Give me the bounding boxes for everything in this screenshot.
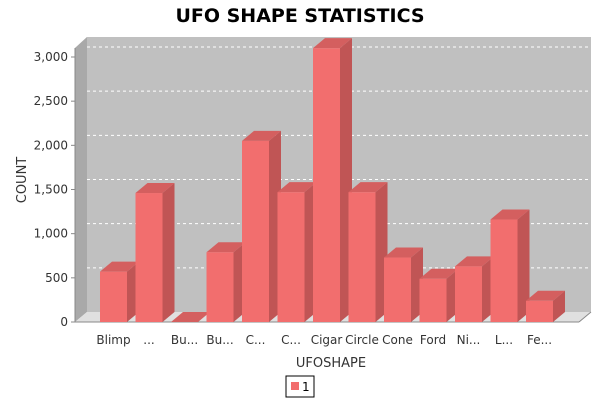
bar-top: [490, 209, 530, 220]
bar-front: [313, 48, 340, 323]
x-tick-label: Ford: [420, 333, 446, 347]
bar-top: [348, 182, 388, 193]
bar-front: [384, 257, 411, 322]
y-tick-label: 1,500: [34, 183, 68, 197]
x-tick-label: Circle: [345, 333, 379, 347]
bar-front: [419, 278, 447, 322]
legend-swatch: [291, 382, 299, 390]
bar-front: [348, 192, 376, 322]
x-tick-label: Ni...: [457, 333, 481, 347]
x-tick-label: C...: [281, 333, 301, 347]
x-tick-label: L...: [495, 333, 513, 347]
plot-left-wall: [75, 37, 87, 322]
y-tick-label: 1,000: [34, 227, 68, 241]
bar: [526, 290, 565, 322]
x-axis-label: UFOSHAPE: [296, 356, 366, 371]
x-tick-label: Blimp: [96, 333, 130, 347]
bar-front: [100, 271, 127, 322]
legend: 1: [285, 375, 315, 398]
y-tick-label: 500: [45, 271, 68, 285]
bar-front: [135, 193, 163, 322]
x-tick-label: Bu...: [171, 333, 198, 347]
bar-top: [242, 130, 281, 141]
bar-front: [242, 140, 269, 322]
bar: [206, 242, 246, 322]
y-tick-label: 0: [60, 315, 68, 329]
chart-title: UFO SHAPE STATISTICS: [175, 5, 424, 27]
bar: [419, 268, 459, 322]
bar-side: [162, 183, 175, 322]
bar-top: [455, 256, 494, 267]
bar: [313, 38, 352, 323]
y-axis-label: COUNT: [15, 157, 30, 204]
bar-front: [526, 300, 553, 322]
bar-side: [553, 290, 565, 322]
bar: [242, 130, 281, 322]
x-tick-label: Bu...: [206, 333, 233, 347]
bar-side: [517, 209, 530, 322]
x-tick-labels: Blimp... Bu... Bu... C... C... Cigar Circle Con…: [96, 333, 552, 347]
x-tick-label: Cigar: [311, 333, 343, 347]
bar: [384, 247, 423, 322]
bar: [277, 182, 317, 322]
x-axis-depth-line: [578, 311, 592, 323]
legend-box: [285, 375, 315, 398]
y-tick-label: 2,000: [34, 138, 68, 152]
bar: [348, 182, 388, 322]
bar: [490, 209, 530, 322]
bar-top: [526, 290, 565, 301]
bars: [100, 38, 565, 323]
x-tick-label: C...: [246, 333, 266, 347]
bar-top: [206, 242, 246, 253]
y-tick-labels: 0 500 1,000 1,500 2,000 2,500 3,000: [34, 50, 75, 329]
bar-front: [455, 266, 482, 322]
bar-top: [419, 268, 459, 279]
bar-top: [171, 312, 210, 322]
bar: [455, 256, 494, 322]
legend-label: 1: [302, 380, 310, 394]
bar-top: [313, 38, 352, 49]
bar-top: [384, 247, 423, 258]
x-tick-label: Cone: [382, 333, 413, 347]
bar-front: [206, 252, 234, 322]
bar-top: [135, 183, 175, 194]
y-tick-label: 2,500: [34, 94, 68, 108]
bar-top: [100, 261, 139, 272]
bar-front: [277, 192, 305, 322]
x-tick-label: ...: [143, 333, 154, 347]
x-tick-label: Fe...: [527, 333, 552, 347]
bar-top: [277, 182, 317, 193]
bar-front: [490, 219, 518, 322]
y-tick-label: 3,000: [34, 50, 68, 64]
bar: [100, 261, 139, 322]
bar: [171, 312, 210, 322]
bar: [135, 183, 175, 322]
